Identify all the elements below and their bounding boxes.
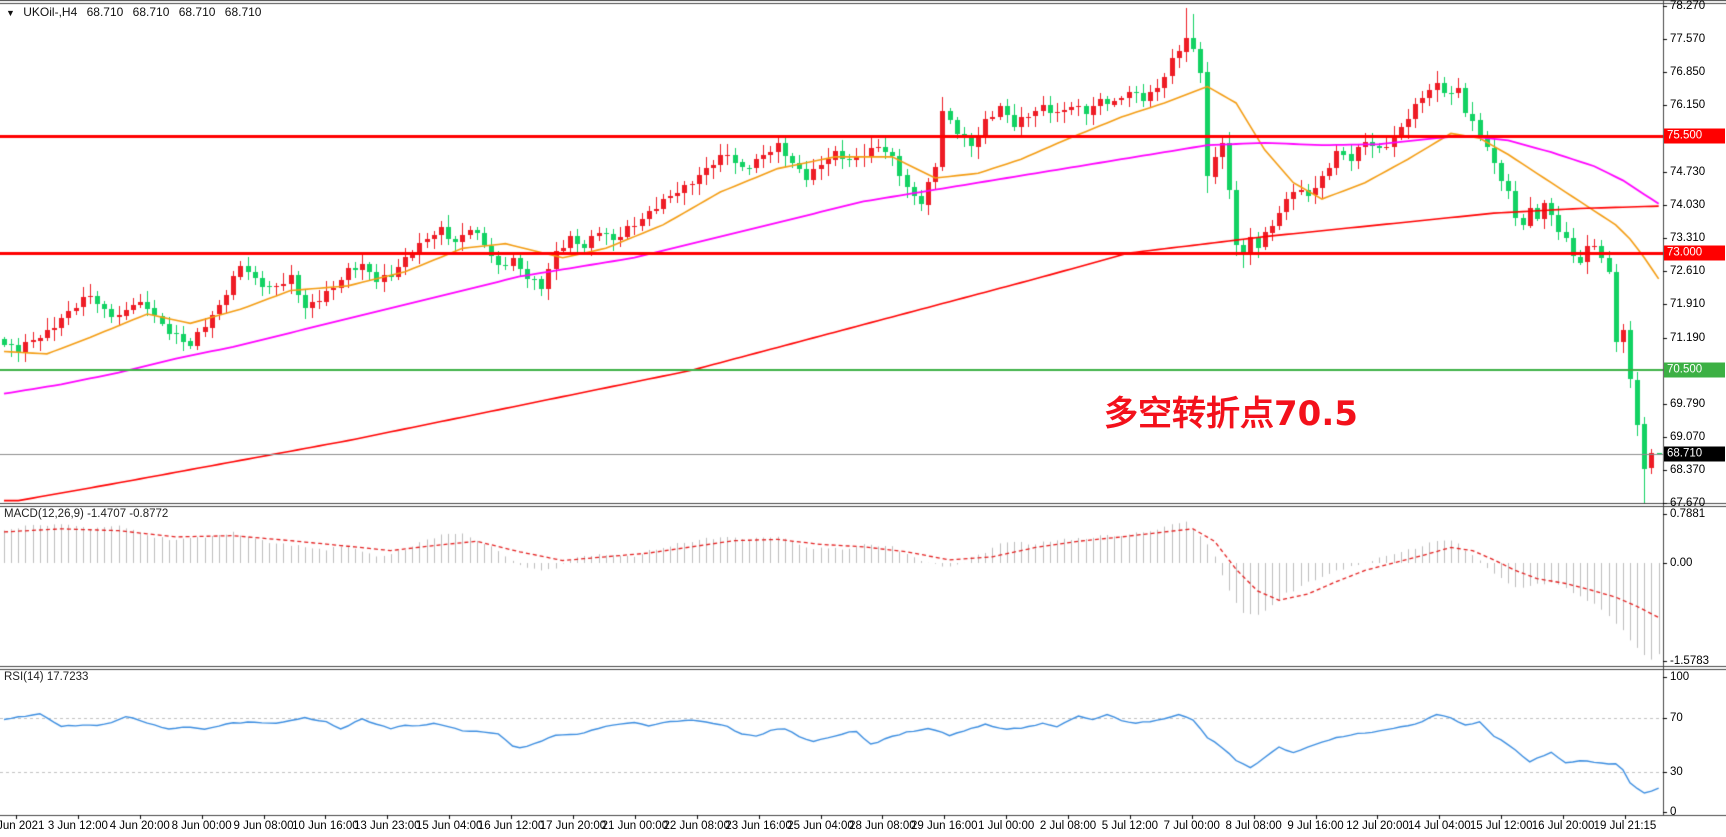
time-label: 9 Jul 16:00 (1287, 820, 1344, 832)
price-tick: 74.730 (1670, 165, 1706, 178)
ohlc-high: 68.710 (132, 5, 170, 19)
annotation-text: 多空转折点70.5 (1104, 394, 1358, 434)
time-label: 2 Jul 08:00 (1039, 820, 1097, 832)
time-label: 15 Jul 12:00 (1469, 820, 1533, 832)
time-label: 12 Jul 20:00 (1346, 820, 1409, 832)
time-label: 1 Jul 00:00 (978, 820, 1035, 832)
time-label: 17 Jun 20:00 (539, 820, 607, 832)
time-label: 7 Jul 00:00 (1163, 820, 1220, 832)
price-tick: 76.850 (1670, 66, 1706, 79)
ohlc-low: 68.710 (178, 5, 216, 19)
time-label: 5 Jul 12:00 (1101, 820, 1159, 832)
time-label: 3 Jun 12:00 (47, 820, 108, 832)
time-label: 8 Jul 08:00 (1225, 820, 1282, 832)
time-label: 2 Jun 2021 (0, 820, 45, 832)
time-label: 25 Jun 04:00 (787, 820, 854, 832)
badge-support-73000: 73.000 (1664, 245, 1725, 261)
price-tick: 67.670 (1670, 497, 1706, 509)
price-tick: 72.610 (1670, 265, 1706, 278)
time-label: 19 Jul 21:15 (1593, 820, 1657, 832)
time-label: 4 Jun 20:00 (109, 820, 170, 832)
chevron-down-icon[interactable]: ▼ (6, 8, 15, 18)
price-tick: 69.070 (1670, 431, 1706, 444)
macd-tick: 0.7881 (1670, 508, 1706, 521)
time-label: 10 Jun 16:00 (292, 820, 359, 832)
macd-indicator-label: MACD(12,26,9) -1.4707 -0.8772 (4, 508, 169, 520)
price-tick: 71.190 (1670, 331, 1706, 344)
symbol-title[interactable]: ▼ UKOil-,H4 68.710 68.710 68.710 68.710 (6, 5, 267, 19)
price-tick: 73.310 (1670, 232, 1706, 245)
macd-tick: 0.00 (1670, 557, 1693, 569)
time-label: 9 Jun 08:00 (233, 820, 294, 832)
time-label: 21 Jun 00:00 (601, 820, 669, 832)
rsi-tick: 30 (1670, 765, 1683, 778)
time-label: 28 Jun 08:00 (849, 820, 916, 832)
symbol-label: UKOil-,H4 (23, 5, 78, 19)
ohlc-open: 68.710 (86, 5, 124, 19)
time-label: 22 Jun 08:00 (663, 820, 730, 832)
price-tick: 69.790 (1670, 397, 1706, 410)
price-tick: 77.570 (1670, 32, 1706, 45)
rsi-tick: 100 (1670, 671, 1690, 683)
rsi-tick: 70 (1670, 711, 1683, 724)
time-label: 15 Jun 04:00 (415, 820, 483, 832)
rsi-tick: 0 (1670, 806, 1677, 818)
time-label: 29 Jun 16:00 (911, 820, 978, 832)
time-label: 14 Jul 04:00 (1408, 820, 1471, 832)
badge-current-price: 68.710 (1664, 446, 1725, 462)
time-label: 16 Jun 12:00 (477, 820, 545, 832)
time-label: 8 Jun 00:00 (171, 820, 232, 832)
badge-pivot-70500: 70.500 (1664, 362, 1725, 378)
time-label: 13 Jun 23:00 (354, 820, 421, 832)
ohlc-close: 68.710 (224, 5, 262, 19)
rsi-indicator-label: RSI(14) 17.7233 (4, 671, 89, 683)
price-tick: 74.030 (1670, 198, 1706, 211)
price-tick: 76.150 (1670, 99, 1706, 112)
price-tick: 78.270 (1670, 0, 1706, 12)
macd-tick: -1.5783 (1670, 655, 1710, 667)
time-label: 16 Jul 20:00 (1531, 820, 1595, 832)
time-label: 23 Jun 16:00 (725, 820, 792, 832)
price-tick: 68.370 (1670, 464, 1706, 477)
price-tick: 71.910 (1670, 298, 1706, 311)
badge-resistance-75500: 75.500 (1664, 128, 1725, 144)
